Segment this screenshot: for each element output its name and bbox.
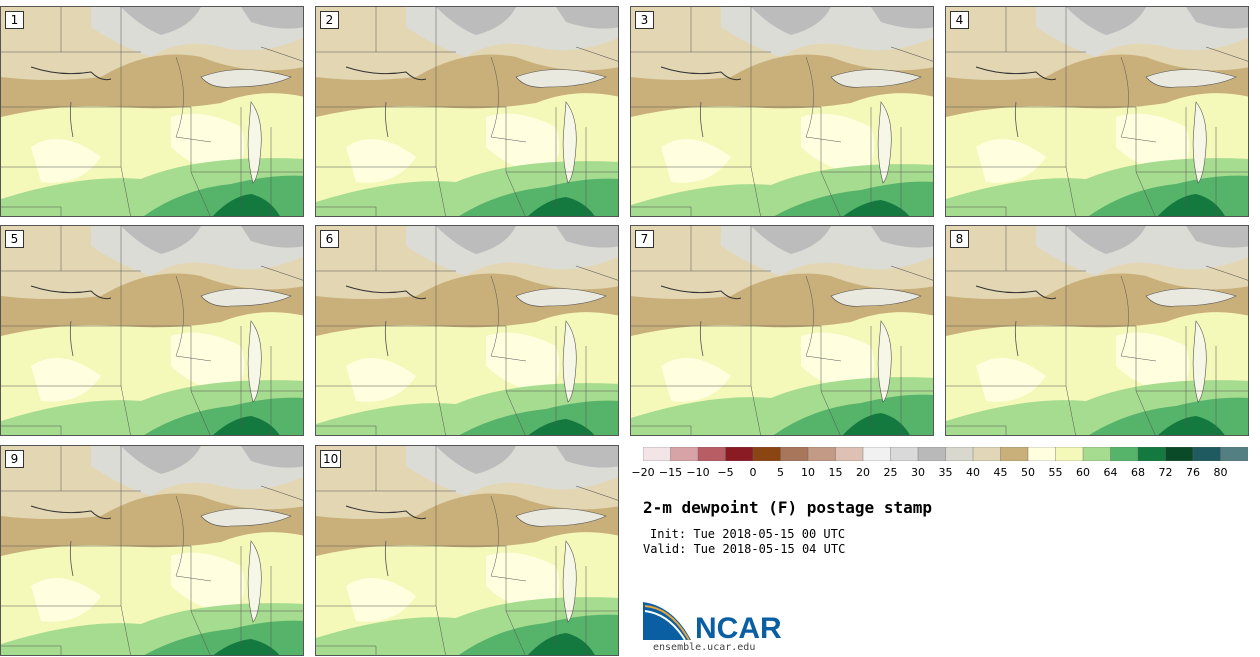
colorbar-tick-label: 35	[938, 466, 953, 479]
member-number-label: 8	[950, 230, 969, 248]
colorbar-tick-label: 5	[777, 466, 784, 479]
colorbar-bin	[917, 447, 947, 461]
colorbar-bin	[1192, 447, 1222, 461]
colorbar-tick-label: 55	[1048, 466, 1063, 479]
colorbar-bin	[972, 447, 1002, 461]
colorbar-bin	[697, 447, 727, 461]
colorbar-tick-label: 64	[1103, 466, 1118, 479]
dewpoint-map	[316, 226, 618, 435]
colorbar-tick-label: 60	[1076, 466, 1090, 479]
member-number-label: 7	[635, 230, 654, 248]
colorbar-bin	[890, 447, 919, 461]
logo-url[interactable]: ensemble.ucar.edu	[653, 642, 756, 653]
ncar-logo[interactable]: NCAR	[643, 600, 793, 642]
ensemble-member-map: 5	[0, 225, 304, 436]
colorbar-tick-label: 15	[828, 466, 843, 479]
colorbar-tick-label: 10	[801, 466, 815, 479]
colorbar-bin	[1000, 447, 1029, 461]
dewpoint-map	[1, 226, 303, 435]
colorbar-bin	[643, 447, 672, 461]
member-number-label: 6	[320, 230, 339, 248]
colorbar-tick-label: 25	[883, 466, 898, 479]
colorbar-tick-label: 72	[1158, 466, 1173, 479]
colorbar-bin	[725, 447, 754, 461]
ensemble-member-map: 8	[945, 225, 1249, 436]
member-number-label: 10	[320, 450, 342, 468]
member-number-label: 9	[5, 450, 24, 468]
colorbar-tick-label: 76	[1186, 466, 1200, 479]
member-number-label: 3	[635, 11, 654, 29]
dewpoint-map	[316, 7, 618, 216]
colorbar-ticks: −20 −15 −10 −5 0 5 10 15 20 25 30 35 40 45 50 55 60 64 68 7…	[631, 466, 1260, 482]
colorbar-bin	[862, 447, 892, 461]
colorbar-tick-label: −20	[631, 466, 655, 479]
ensemble-member-map: 4	[945, 6, 1249, 217]
colorbar-tick-label: −5	[717, 466, 734, 479]
member-number-label: 1	[5, 11, 24, 29]
member-number-label: 4	[950, 11, 969, 29]
colorbar-tick-label: 68	[1131, 466, 1145, 479]
colorbar-bin	[1165, 447, 1194, 461]
ensemble-member-map: 3	[630, 6, 934, 217]
ensemble-member-map: 2	[315, 6, 619, 217]
colorbar-tick-label: −10	[686, 466, 710, 479]
colorbar-tick-label: 50	[1021, 466, 1035, 479]
dewpoint-map	[1, 7, 303, 216]
init-time: Init: Tue 2018-05-15 00 UTC	[650, 527, 846, 541]
colorbar-bin	[670, 447, 699, 461]
colorbar-bin	[1082, 447, 1112, 461]
colorbar-bin	[1110, 447, 1139, 461]
colorbar-bin	[1027, 447, 1057, 461]
ensemble-member-map: 10	[315, 445, 619, 656]
dewpoint-map	[946, 226, 1248, 435]
dewpoint-colorbar	[643, 447, 1248, 461]
dewpoint-map	[316, 446, 618, 655]
colorbar-tick-label: 20	[856, 466, 870, 479]
ensemble-member-map: 6	[315, 225, 619, 436]
colorbar-tick-label: 80	[1213, 466, 1228, 479]
colorbar-bin	[807, 447, 837, 461]
member-number-label: 5	[5, 230, 24, 248]
colorbar-bin	[945, 447, 974, 461]
colorbar-bin	[1137, 447, 1167, 461]
dewpoint-map	[631, 7, 933, 216]
ncar-logo-text: NCAR	[695, 612, 782, 642]
colorbar-bin	[835, 447, 864, 461]
colorbar-bin	[1220, 447, 1248, 461]
dewpoint-map	[631, 226, 933, 435]
ensemble-member-map: 1	[0, 6, 304, 217]
colorbar-bin	[1055, 447, 1084, 461]
ensemble-member-map: 7	[630, 225, 934, 436]
colorbar-tick-label: 30	[911, 466, 925, 479]
valid-time: Valid: Tue 2018-05-15 04 UTC	[643, 542, 846, 556]
dewpoint-map	[946, 7, 1248, 216]
member-number-label: 2	[320, 11, 339, 29]
ensemble-member-map: 9	[0, 445, 304, 656]
colorbar-tick-label: 0	[749, 466, 757, 479]
colorbar-tick-label: 45	[993, 466, 1008, 479]
colorbar-tick-label: 40	[966, 466, 980, 479]
plot-title: 2-m dewpoint (F) postage stamp	[643, 498, 932, 517]
colorbar-bin	[780, 447, 809, 461]
colorbar-bin	[752, 447, 782, 461]
dewpoint-map	[1, 446, 303, 655]
colorbar-tick-label: −15	[658, 466, 683, 479]
